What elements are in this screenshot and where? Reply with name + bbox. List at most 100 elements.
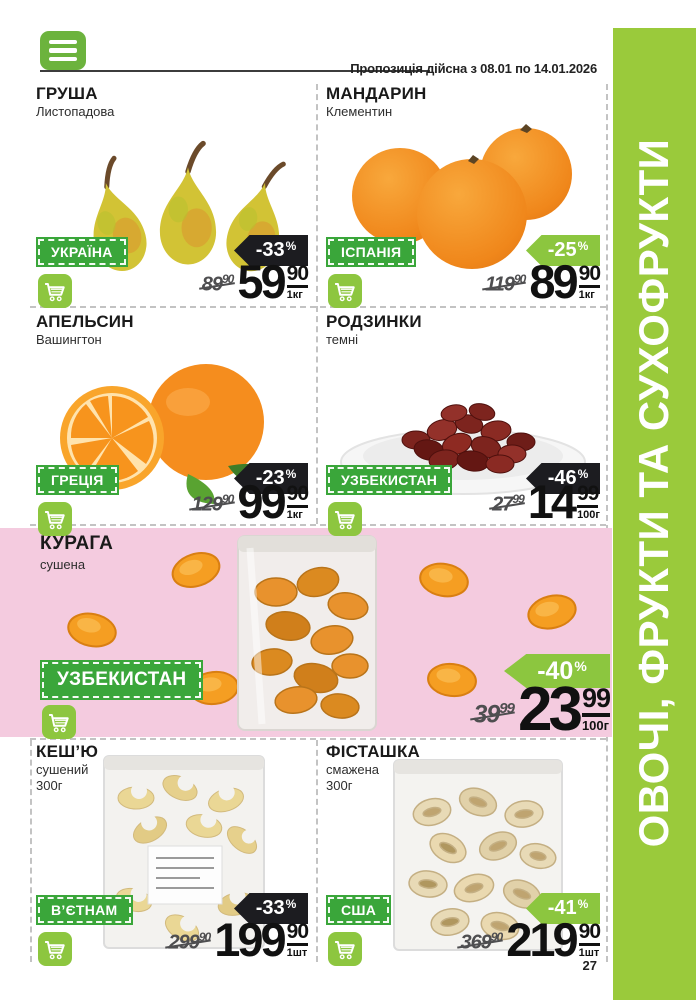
current-price: 59 90 1кг <box>237 255 309 309</box>
old-price: 8990 <box>201 272 235 296</box>
price-unit: 100г <box>577 509 600 522</box>
discount-value: -25 <box>547 239 577 261</box>
country-origin-label: ІСПАНІЯ <box>328 239 415 265</box>
page-number: 27 <box>582 958 597 973</box>
product-card: ФІСТАШКА смажена 300г <box>326 742 601 966</box>
country-origin-badge: В’ЄТНАМ <box>36 895 133 925</box>
add-to-cart-button[interactable] <box>38 502 72 536</box>
discount-badge: -25% <box>526 235 600 266</box>
current-price: 23 99 100г <box>517 675 611 745</box>
product-photo-pistachios <box>370 756 586 956</box>
product-name: РОДЗИНКИ <box>326 312 422 331</box>
cart-icon <box>45 941 65 960</box>
current-price: 99 90 1кг <box>237 475 309 529</box>
add-to-cart-button[interactable] <box>38 932 72 966</box>
percent-sign: % <box>574 657 587 674</box>
product-subtitle: смажена <box>326 762 380 777</box>
product-subtitle: сушена <box>40 557 86 572</box>
add-to-cart-button[interactable] <box>328 502 362 536</box>
discount-value: -40 <box>537 656 574 685</box>
price-unit: 1кг <box>578 289 595 302</box>
percent-sign: % <box>577 897 589 911</box>
validity-text: Пропозиція дійсна з 08.01 по 14.01.2026 <box>350 61 597 76</box>
cart-icon <box>335 283 355 302</box>
country-origin-badge: УЗБЕКИСТАН <box>40 660 204 700</box>
product-subtitle: Клементин <box>326 104 393 119</box>
column-divider <box>316 740 318 962</box>
country-origin-badge: ІСПАНІЯ <box>326 237 417 267</box>
featured-product-card: КУРАГА сушена УЗБЕКИСТАН -40% 3999 23 99… <box>0 528 612 745</box>
country-origin-badge: ГРЕЦІЯ <box>36 465 119 495</box>
old-price: 11990 <box>485 272 526 296</box>
add-to-cart-button[interactable] <box>42 705 76 739</box>
cart-icon <box>45 511 65 530</box>
country-origin-badge: УЗБЕКИСТАН <box>326 465 453 495</box>
product-name: КЕШ’Ю <box>36 742 99 761</box>
menu-button[interactable] <box>40 31 86 70</box>
discount-value: -46 <box>547 467 577 489</box>
product-card: АПЕЛЬСИН Вашингтон ГРЕЦ <box>36 312 309 536</box>
old-price: 3999 <box>473 699 514 728</box>
cart-icon <box>335 941 355 960</box>
price-block: 36990 219 90 1шт <box>460 917 601 963</box>
price-block: 2799 14 99 100г <box>492 475 600 529</box>
percent-sign: % <box>285 467 297 481</box>
column-divider <box>30 740 32 962</box>
country-origin-label: В’ЄТНАМ <box>38 897 131 923</box>
country-origin-label: УЗБЕКИСТАН <box>328 467 451 493</box>
old-price: 36990 <box>460 930 503 954</box>
discount-value: -41 <box>547 897 577 919</box>
add-to-cart-button[interactable] <box>38 274 72 308</box>
product-card: РОДЗИНКИ темні <box>326 312 600 536</box>
row-divider <box>30 524 606 526</box>
add-to-cart-button[interactable] <box>328 932 362 966</box>
product-name: ГРУША <box>36 84 98 103</box>
price-block: 11990 89 90 1кг <box>485 255 601 309</box>
product-photo-dried-apricots <box>0 528 612 737</box>
discount-badge: -41% <box>526 893 600 924</box>
product-subtitle: сушений <box>36 762 89 777</box>
discount-badge: -33% <box>234 235 308 266</box>
price-block: 12990 99 90 1кг <box>191 475 309 529</box>
cart-icon <box>49 714 69 733</box>
product-card: МАНДАРИН Клементин ІСПАНІЯ -25% <box>326 84 601 309</box>
product-name: АПЕЛЬСИН <box>36 312 134 331</box>
cart-icon <box>45 283 65 302</box>
percent-sign: % <box>577 467 589 481</box>
current-price: 14 99 100г <box>527 475 600 529</box>
column-divider <box>606 84 608 962</box>
product-weight: 300г <box>326 778 353 794</box>
discount-value: -33 <box>255 897 285 919</box>
price-block: 3999 23 99 100г <box>473 675 611 745</box>
price-block: 29990 199 90 1шт <box>168 913 309 967</box>
product-subtitle: Листопадова <box>36 104 115 119</box>
old-price: 29990 <box>168 930 211 954</box>
percent-sign: % <box>577 239 589 253</box>
country-origin-badge: США <box>326 895 392 925</box>
cart-icon <box>335 511 355 530</box>
price-unit: 1шт <box>578 947 600 960</box>
discount-value: -23 <box>255 467 285 489</box>
price-unit: 100г <box>581 718 610 734</box>
category-banner: ОВОЧІ, ФРУКТИ ТА СУХОФРУКТИ <box>613 28 696 1000</box>
percent-sign: % <box>285 239 297 253</box>
row-divider <box>30 306 606 308</box>
product-card: ГРУША Листопадова УКРАЇНА <box>36 84 309 309</box>
row-divider <box>30 738 606 740</box>
add-to-cart-button[interactable] <box>328 274 362 308</box>
category-banner-label: ОВОЧІ, ФРУКТИ ТА СУХОФРУКТИ <box>630 138 677 848</box>
header-divider <box>40 70 430 72</box>
product-subtitle: темні <box>326 332 359 347</box>
discount-badge: -40% <box>504 654 610 688</box>
menu-bar <box>49 48 77 53</box>
menu-bar <box>49 56 77 62</box>
product-card: КЕШ’Ю сушений 300г <box>36 742 309 967</box>
product-subtitle: Вашингтон <box>36 332 102 347</box>
price-unit: 1кг <box>286 289 303 302</box>
product-name: ФІСТАШКА <box>326 742 421 761</box>
country-origin-label: ГРЕЦІЯ <box>38 467 117 493</box>
old-price: 12990 <box>191 492 235 516</box>
current-price: 89 90 1кг <box>529 255 601 309</box>
current-price: 199 90 1шт <box>214 913 309 967</box>
